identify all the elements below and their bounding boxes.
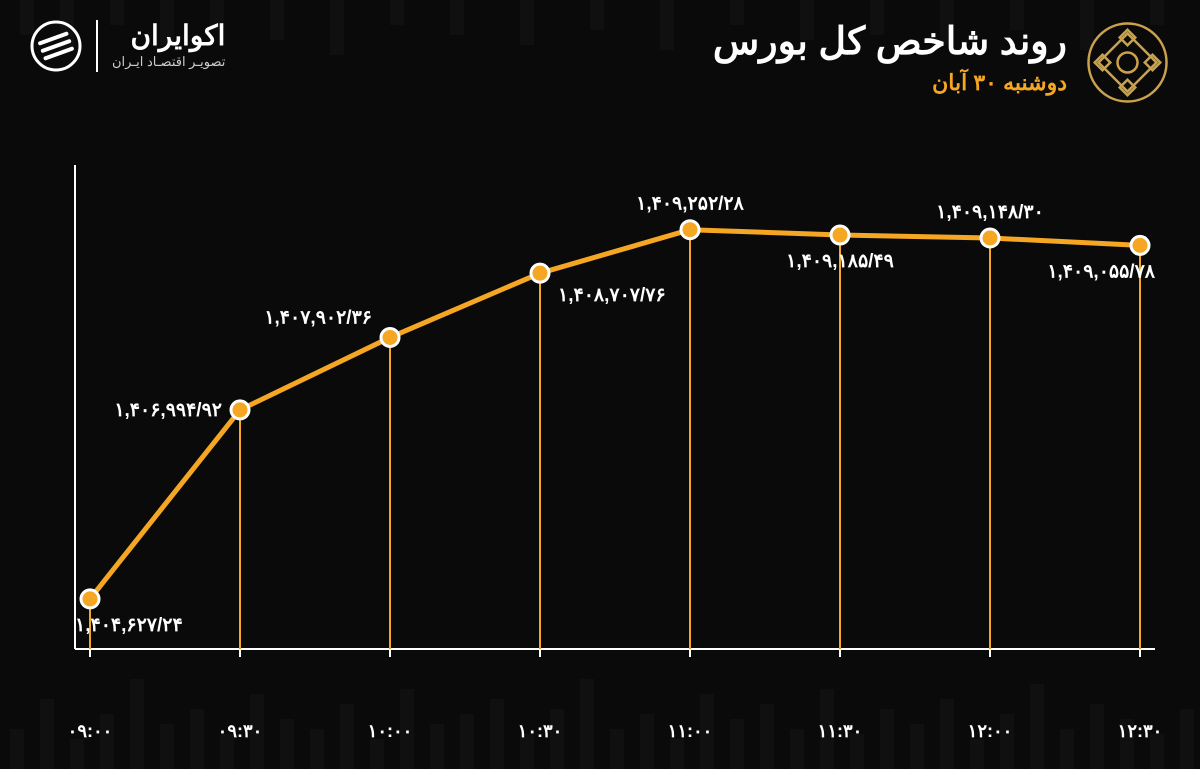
title-block-wrap: روند شاخص کل بورس دوشنبه ۳۰ آبان xyxy=(713,20,1170,105)
chart-subtitle: دوشنبه ۳۰ آبان xyxy=(713,70,1067,96)
data-point-label: ۱,۴۰۹,۰۵۵/۷۸ xyxy=(1047,261,1155,282)
data-point-label: ۱,۴۰۹,۲۵۲/۲۸ xyxy=(636,194,744,215)
data-point-label: ۱,۴۰۶,۹۹۴/۹۲ xyxy=(114,400,222,421)
header: اکوایران تصویـر اقتصـاد ایـران روند شاخص… xyxy=(30,20,1170,105)
x-axis-tick-label: ۱۱:۳۰ xyxy=(818,721,863,742)
brand-divider xyxy=(96,20,98,72)
data-point-label: ۱,۴۰۹,۱۴۸/۳۰ xyxy=(936,202,1044,223)
brand-tagline: تصویـر اقتصـاد ایـران xyxy=(112,54,225,70)
chart-title: روند شاخص کل بورس xyxy=(713,20,1067,66)
x-axis-tick-label: ۰۹:۰۰ xyxy=(68,721,113,742)
brand-text: اکوایران تصویـر اقتصـاد ایـران xyxy=(112,22,225,70)
data-point-label: ۱,۴۰۹,۱۸۵/۴۹ xyxy=(786,251,894,272)
stock-exchange-emblem-icon xyxy=(1085,20,1170,105)
x-axis-tick-label: ۱۲:۰۰ xyxy=(968,721,1013,742)
brand-block: اکوایران تصویـر اقتصـاد ایـران xyxy=(30,20,225,72)
ecoiran-logo-icon xyxy=(30,20,82,72)
x-axis-tick-label: ۱۱:۰۰ xyxy=(668,721,713,742)
x-axis-tick-label: ۱۰:۰۰ xyxy=(368,721,413,742)
line-chart: ۱,۴۰۴,۶۲۷/۲۴ ۱,۴۰۶,۹۹۴/۹۲ ۱,۴۰۷,۹۰۲/۳۶ ۱,۴۰… xyxy=(70,160,1160,709)
x-axis-tick-label: ۰۹:۳۰ xyxy=(218,721,263,742)
data-point-label: ۱,۴۰۸,۷۰۷/۷۶ xyxy=(558,285,666,306)
x-axis-tick-label: ۱۲:۳۰ xyxy=(1118,721,1163,742)
x-axis-labels: ۰۹:۰۰ ۰۹:۳۰ ۱۰:۰۰ ۱۰:۳۰ ۱۱:۰۰ ۱۱:۳۰ ۱۲:۰۰ ۱۲:۳۰ xyxy=(70,721,1160,751)
data-point-label: ۱,۴۰۷,۹۰۲/۳۶ xyxy=(264,307,372,328)
data-point-label: ۱,۴۰۴,۶۲۷/۲۴ xyxy=(75,615,183,636)
title-block: روند شاخص کل بورس دوشنبه ۳۰ آبان xyxy=(713,20,1067,96)
chart-area: ۱,۴۰۴,۶۲۷/۲۴ ۱,۴۰۶,۹۹۴/۹۲ ۱,۴۰۷,۹۰۲/۳۶ ۱,۴۰… xyxy=(70,160,1160,709)
brand-name: اکوایران xyxy=(112,22,225,50)
x-axis-tick-label: ۱۰:۳۰ xyxy=(518,721,563,742)
